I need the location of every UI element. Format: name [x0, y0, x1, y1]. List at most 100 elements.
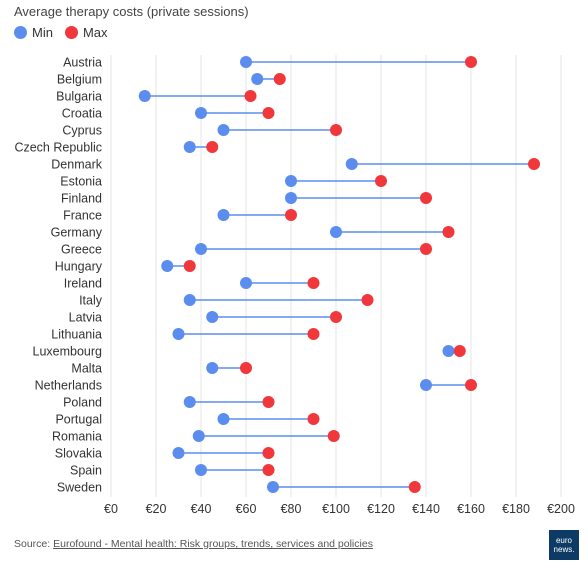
category-label: Austria	[63, 56, 102, 70]
category-label: Italy	[79, 294, 103, 308]
max-point	[330, 124, 342, 136]
x-tick-label: €100	[322, 502, 350, 516]
category-label: Denmark	[51, 158, 102, 172]
x-tick-label: €140	[412, 502, 440, 516]
logo-line-2: news.	[553, 545, 575, 554]
max-point	[307, 277, 320, 289]
category-label: Estonia	[60, 175, 102, 189]
category-label: Portugal	[55, 413, 102, 427]
max-point	[375, 175, 387, 187]
max-point	[307, 328, 320, 340]
category-label: Germany	[51, 226, 103, 240]
max-point	[327, 430, 340, 442]
category-label: Luxembourg	[33, 345, 103, 359]
dumbbell-chart: €0 €20 €40 €60 €80 €100 €120 €140 €160 €180 €200 Au…	[14, 55, 575, 516]
max-point	[528, 158, 540, 170]
max-point	[183, 260, 196, 272]
category-label: Belgium	[57, 73, 102, 87]
min-point	[217, 124, 230, 136]
min-point	[172, 328, 185, 340]
x-tick-label: €80	[281, 502, 302, 516]
category-label: Ireland	[64, 277, 102, 291]
min-point	[195, 243, 207, 255]
max-point	[420, 243, 432, 255]
legend-max-marker	[64, 26, 78, 39]
source-note: Source: Eurofound - Mental health: Risk …	[14, 538, 373, 550]
max-point	[442, 226, 455, 238]
min-point	[206, 311, 219, 323]
min-point	[330, 226, 342, 238]
category-label: Malta	[71, 362, 102, 376]
euronews-logo: euro news.	[549, 530, 579, 560]
x-tick-label: €60	[236, 502, 257, 516]
x-tick-label: €200	[547, 502, 575, 516]
min-point	[240, 56, 252, 68]
max-point	[420, 192, 432, 204]
min-point	[183, 294, 196, 306]
category-label: Romania	[52, 430, 102, 444]
category-label: France	[63, 209, 102, 223]
min-point	[217, 209, 230, 221]
max-point	[330, 311, 342, 323]
legend-min-marker	[14, 26, 27, 39]
min-point	[195, 464, 207, 476]
max-point	[408, 481, 421, 493]
max-point	[262, 464, 275, 476]
min-point	[183, 396, 196, 408]
category-label: Netherlands	[35, 379, 102, 393]
min-point	[442, 345, 455, 357]
max-point	[244, 90, 257, 102]
min-point	[206, 362, 219, 374]
min-point	[267, 481, 279, 493]
min-point	[251, 73, 264, 85]
category-label: Cyprus	[62, 124, 102, 138]
x-tick-label: €120	[367, 502, 395, 516]
max-point	[453, 345, 466, 357]
max-point	[240, 362, 252, 374]
category-label: Czech Republic	[14, 141, 102, 155]
min-point	[195, 107, 207, 119]
x-tick-label: €0	[104, 502, 118, 516]
max-point	[285, 209, 297, 221]
source-prefix: Source:	[14, 538, 51, 550]
source-link[interactable]: Eurofound - Mental health: Risk groups, …	[53, 538, 373, 550]
min-point	[285, 175, 297, 187]
max-point	[465, 56, 477, 68]
min-point	[161, 260, 174, 272]
min-point	[138, 90, 151, 102]
x-tick-label: €20	[146, 502, 167, 516]
min-point	[285, 192, 297, 204]
min-point	[217, 413, 230, 425]
max-point	[273, 73, 286, 85]
legend: Min Max	[14, 25, 120, 40]
category-label: Finland	[61, 192, 102, 206]
category-label: Croatia	[62, 107, 102, 121]
legend-max-label: Max	[82, 25, 108, 40]
x-tick-label: €160	[457, 502, 485, 516]
category-label: Lithuania	[51, 328, 102, 342]
category-label: Bulgaria	[56, 90, 102, 104]
category-label: Hungary	[55, 260, 103, 274]
logo-line-1: euro	[555, 536, 572, 545]
min-point	[345, 158, 358, 170]
x-tick-label: €180	[502, 502, 530, 516]
min-point	[172, 447, 185, 459]
legend-min-label: Min	[32, 25, 53, 40]
category-label: Sweden	[57, 481, 102, 495]
category-label: Greece	[61, 243, 102, 257]
max-point	[262, 396, 275, 408]
category-label: Poland	[63, 396, 102, 410]
x-tick-label: €40	[191, 502, 212, 516]
max-point	[262, 447, 275, 459]
max-point	[465, 379, 477, 391]
max-point	[262, 107, 275, 119]
chart-title: Average therapy costs (private sessions)	[14, 4, 249, 19]
min-point	[183, 141, 196, 153]
category-label: Spain	[70, 464, 102, 478]
max-point	[307, 413, 320, 425]
max-point	[206, 141, 219, 153]
min-point	[192, 430, 205, 442]
category-label: Slovakia	[55, 447, 102, 461]
min-point	[240, 277, 252, 289]
max-point	[361, 294, 374, 306]
